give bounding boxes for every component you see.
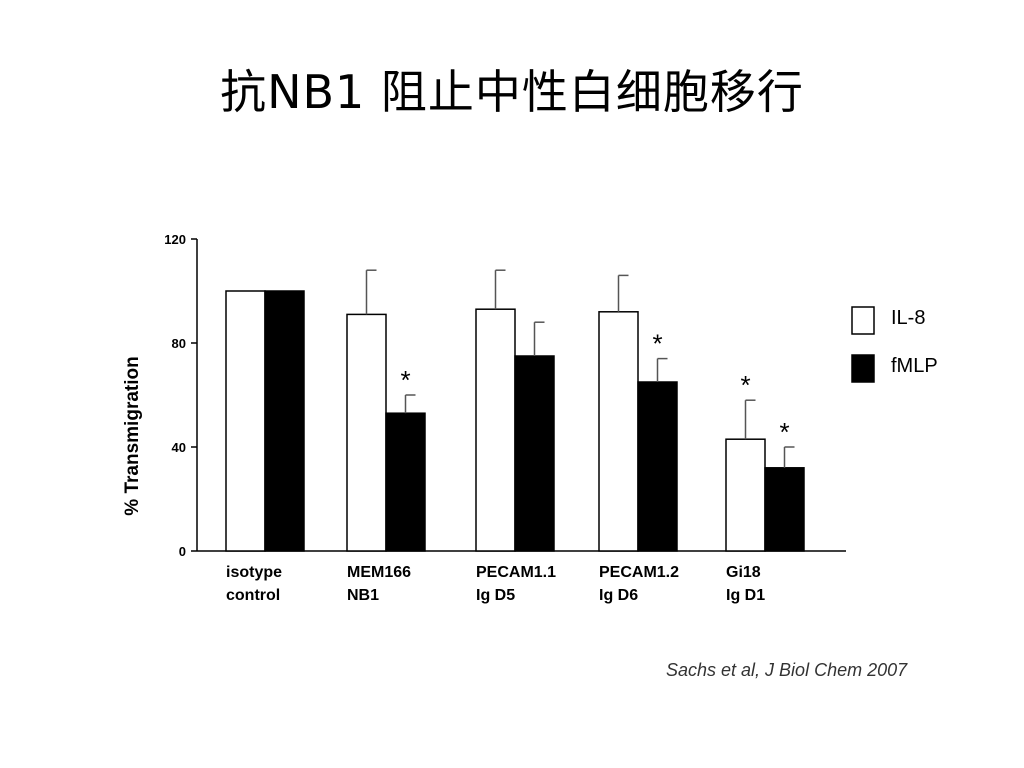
significance-star: *	[652, 329, 662, 359]
significance-star: *	[779, 417, 789, 447]
x-category-label: PECAM1.2 Ig D6	[599, 564, 679, 604]
x-category-label: isotype control	[226, 564, 282, 604]
bar-il-8	[346, 313, 387, 552]
y-tick-label: 0	[179, 544, 186, 559]
citation: Sachs et al, J Biol Chem 2007	[666, 660, 908, 680]
bar-il-8	[725, 438, 766, 552]
bar-fmlp	[514, 355, 555, 552]
legend-swatch	[851, 306, 875, 335]
slide-title: 抗NB1 阻止中性白细胞移行	[220, 65, 804, 119]
x-category-label: Gi18 Ig D1	[726, 564, 765, 604]
legend-swatch	[851, 354, 875, 383]
bar-fmlp	[264, 290, 305, 552]
bar-il-8	[475, 308, 516, 552]
legend-label: IL-8	[891, 307, 925, 329]
bar-il-8	[598, 311, 639, 552]
bar-fmlp	[764, 467, 805, 552]
significance-star: *	[740, 370, 750, 400]
x-category-label: MEM166 NB1	[347, 564, 411, 604]
x-category-label: PECAM1.1 Ig D5	[476, 564, 556, 604]
y-tick-label: 80	[172, 336, 186, 351]
y-axis-label: % Transmigration	[122, 356, 143, 515]
bar-fmlp	[637, 381, 678, 552]
y-tick-label: 120	[164, 232, 186, 247]
y-tick-label: 40	[172, 440, 186, 455]
bar-fmlp	[385, 412, 426, 552]
significance-star: *	[400, 365, 410, 395]
legend-label: fMLP	[891, 355, 938, 377]
bar-il-8	[225, 290, 266, 552]
